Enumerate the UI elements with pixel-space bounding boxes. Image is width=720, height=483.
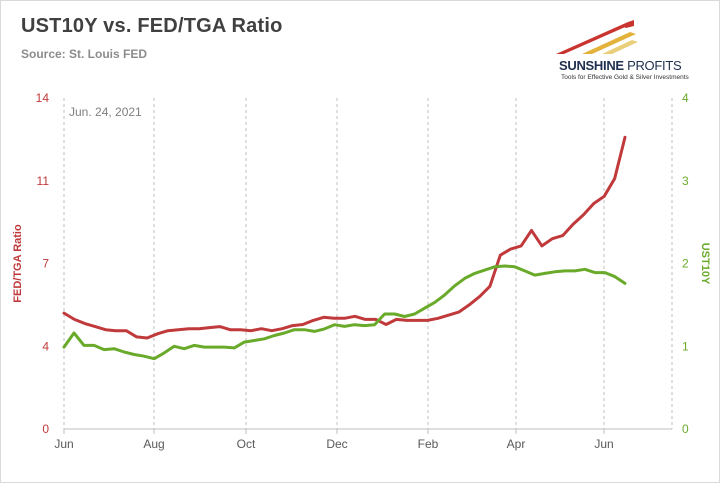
y-right-tick-label-4: 4 [682,91,689,105]
logo-tagline: Tools for Effective Gold & Silver Invest… [561,74,689,81]
axes [63,428,672,434]
y-right-tick-label-3: 3 [682,174,689,188]
x-tick-label-2: Oct [237,437,256,451]
source-note: Source: St. Louis FED [21,47,148,61]
series-lines [62,135,627,361]
chart-title: UST10Y vs. FED/TGA Ratio [21,15,283,37]
y-right-tick-label-1: 1 [682,339,689,353]
logo-brand: SUNSHINE PROFITS [559,58,682,73]
date-annotation: Jun. 24, 2021 [69,105,142,119]
grid-lines [63,98,673,429]
x-tick-label-5: Apr [507,437,526,451]
y-left-tick-label-1: 4 [42,339,49,353]
x-tick-label-0: Jun [54,437,73,451]
sunshine-logo-icon [556,20,638,54]
y-left-tick-label-0: 0 [42,422,49,436]
y-right-tick-label-2: 2 [682,257,689,271]
axis-labels: Jun Aug Oct Dec Feb Apr Jun 0 4 7 11 14 0 1 2 3 4 FED/TGA… [12,91,711,451]
series-line-ust10y [62,264,627,361]
y-left-tick-label-3: 11 [37,174,50,188]
y-left-tick-label-4: 14 [36,91,50,105]
logo-brand-bold: SUNSHINE [559,58,624,73]
y-left-tick-label-2: 7 [42,257,49,271]
y-right-tick-label-0: 0 [682,422,689,436]
y-right-axis-title: UST10Y [699,243,711,285]
x-tick-label-1: Aug [143,437,164,451]
logo-brand-thin: PROFITS [623,58,682,73]
x-tick-label-6: Jun [594,437,613,451]
y-left-axis-title: FED/TGA Ratio [12,224,24,303]
x-tick-label-4: Feb [418,437,439,451]
series-line-fed-tga-ratio [62,135,627,340]
x-tick-label-3: Dec [326,437,347,451]
